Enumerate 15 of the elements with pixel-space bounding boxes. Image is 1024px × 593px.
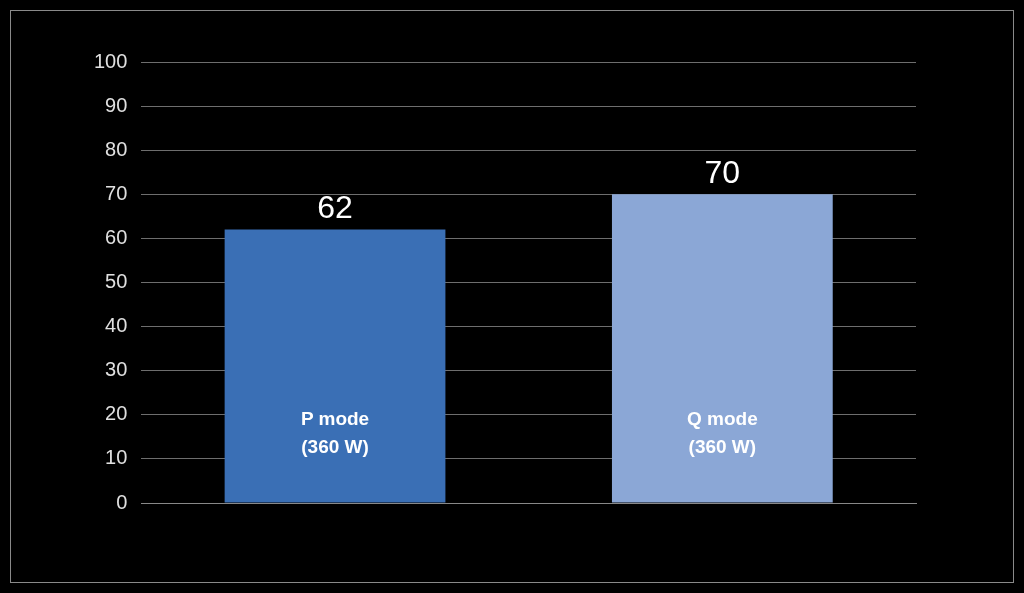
y-tick-label: 0 bbox=[116, 490, 128, 513]
y-tick-label: 60 bbox=[105, 225, 128, 248]
x-tick-label: Q mode (360 W) bbox=[686, 408, 758, 458]
x-tick-label: P mode (360 W) bbox=[300, 408, 370, 458]
y-tick-label: 100 bbox=[93, 49, 128, 72]
y-tick-label: 50 bbox=[105, 270, 128, 293]
y-tick-label: 40 bbox=[105, 314, 128, 337]
y-tick-label: 80 bbox=[105, 137, 128, 160]
data-label: 62 bbox=[317, 189, 353, 226]
y-tick-label: 90 bbox=[105, 93, 128, 116]
y-tick-label: 20 bbox=[105, 402, 128, 425]
y-tick-label: 10 bbox=[105, 446, 128, 469]
data-label: 70 bbox=[704, 154, 741, 191]
y-tick-label: 70 bbox=[105, 181, 128, 204]
y-tick-label: 30 bbox=[105, 358, 128, 381]
